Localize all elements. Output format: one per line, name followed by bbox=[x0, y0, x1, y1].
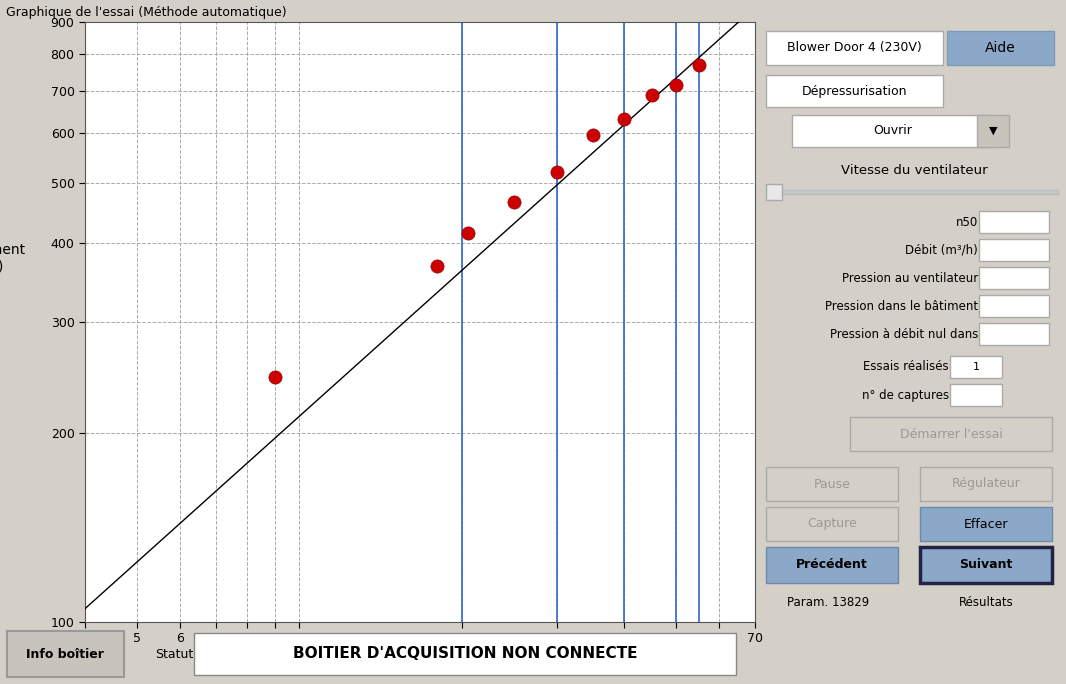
FancyBboxPatch shape bbox=[194, 633, 736, 675]
FancyBboxPatch shape bbox=[978, 115, 1010, 147]
Point bbox=[643, 89, 660, 100]
Point bbox=[615, 114, 632, 125]
Point bbox=[459, 228, 477, 239]
FancyBboxPatch shape bbox=[766, 184, 782, 200]
Text: n50: n50 bbox=[956, 215, 978, 228]
Text: n° de captures: n° de captures bbox=[862, 389, 949, 402]
Point bbox=[266, 372, 284, 383]
FancyBboxPatch shape bbox=[920, 467, 1052, 501]
FancyBboxPatch shape bbox=[920, 507, 1052, 541]
Text: BOITIER D'ACQUISITION NON CONNECTE: BOITIER D'ACQUISITION NON CONNECTE bbox=[293, 646, 637, 661]
Text: 1: 1 bbox=[972, 362, 980, 372]
Point bbox=[667, 79, 684, 90]
X-axis label: Pression du bâtiment (Pa): Pression du bâtiment (Pa) bbox=[330, 651, 510, 665]
Text: Pression à débit nul dans: Pression à débit nul dans bbox=[829, 328, 978, 341]
FancyBboxPatch shape bbox=[766, 547, 898, 583]
FancyBboxPatch shape bbox=[979, 295, 1049, 317]
FancyBboxPatch shape bbox=[979, 211, 1049, 233]
Text: Effacer: Effacer bbox=[964, 518, 1008, 531]
FancyBboxPatch shape bbox=[979, 239, 1049, 261]
Text: Pression dans le bâtiment: Pression dans le bâtiment bbox=[825, 300, 978, 313]
FancyBboxPatch shape bbox=[950, 356, 1002, 378]
Y-axis label: Fuite
du bâtiment
(m³/h): Fuite du bâtiment (m³/h) bbox=[0, 227, 25, 273]
FancyBboxPatch shape bbox=[766, 467, 898, 501]
Text: Capture: Capture bbox=[807, 518, 857, 531]
FancyBboxPatch shape bbox=[947, 31, 1054, 65]
Text: Essais réalisés: Essais réalisés bbox=[863, 360, 949, 373]
FancyBboxPatch shape bbox=[979, 267, 1049, 289]
FancyBboxPatch shape bbox=[766, 75, 943, 107]
FancyBboxPatch shape bbox=[950, 384, 1002, 406]
Point bbox=[429, 261, 446, 272]
Text: Blower Door 4 (230V): Blower Door 4 (230V) bbox=[787, 42, 922, 55]
Text: Info boîtier: Info boîtier bbox=[26, 648, 104, 661]
Text: Pause: Pause bbox=[813, 477, 851, 490]
Text: Résultats: Résultats bbox=[958, 596, 1014, 609]
Point bbox=[505, 197, 522, 208]
Text: Débit (m³/h): Débit (m³/h) bbox=[905, 244, 978, 256]
Text: Vitesse du ventilateur: Vitesse du ventilateur bbox=[841, 163, 988, 176]
Text: Précédent: Précédent bbox=[796, 559, 868, 572]
FancyBboxPatch shape bbox=[766, 507, 898, 541]
Text: Aide: Aide bbox=[985, 41, 1016, 55]
Point bbox=[584, 129, 601, 140]
FancyBboxPatch shape bbox=[766, 31, 943, 65]
FancyBboxPatch shape bbox=[979, 323, 1049, 345]
FancyBboxPatch shape bbox=[920, 547, 1052, 583]
Text: ▼: ▼ bbox=[989, 126, 998, 136]
Text: Démarrer l'essai: Démarrer l'essai bbox=[900, 428, 1002, 440]
Text: Régulateur: Régulateur bbox=[952, 477, 1020, 490]
FancyBboxPatch shape bbox=[850, 417, 1052, 451]
Point bbox=[548, 166, 565, 177]
Point bbox=[690, 59, 707, 70]
Text: Statut: Statut bbox=[155, 648, 193, 661]
Bar bbox=[768, 190, 1057, 194]
Text: Suivant: Suivant bbox=[959, 559, 1013, 572]
Text: Ouvrir: Ouvrir bbox=[873, 124, 912, 137]
Text: Dépressurisation: Dépressurisation bbox=[802, 85, 907, 98]
Text: Pression au ventilateur: Pression au ventilateur bbox=[842, 272, 978, 285]
Text: Graphique de l'essai (Méthode automatique): Graphique de l'essai (Méthode automatiqu… bbox=[6, 5, 287, 18]
Text: Param. 13829: Param. 13829 bbox=[787, 596, 869, 609]
FancyBboxPatch shape bbox=[792, 115, 994, 147]
FancyBboxPatch shape bbox=[7, 631, 124, 677]
